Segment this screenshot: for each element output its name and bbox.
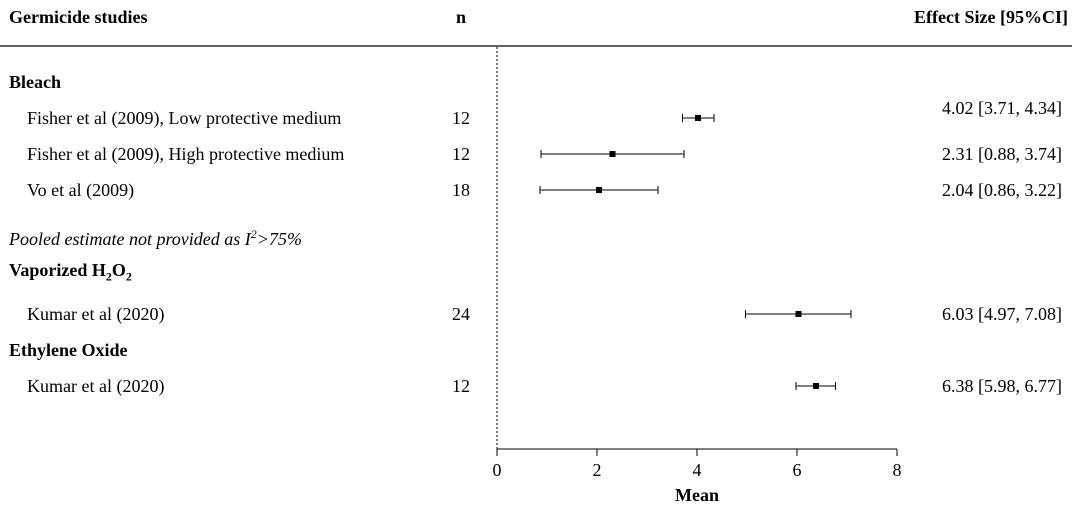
x-tick-label: 0 <box>493 460 502 480</box>
n-column-header: n <box>456 7 467 27</box>
study-estimate <box>540 150 685 158</box>
study-label: Fisher et al (2009), High protective med… <box>27 144 345 164</box>
group-label-ethylene-oxide: Ethylene Oxide <box>9 340 128 360</box>
study-estimate <box>745 310 852 318</box>
study-effect-text: 4.02 [3.71, 4.34] <box>942 98 1062 118</box>
study-effect-text: 6.38 [5.98, 6.77] <box>942 376 1062 396</box>
x-axis-label: Mean <box>675 485 719 505</box>
study-label: Fisher et al (2009), Low protective medi… <box>27 108 342 128</box>
study-label: Kumar et al (2020) <box>27 376 165 396</box>
x-tick-label: 2 <box>593 460 602 480</box>
study-n: 12 <box>452 108 470 128</box>
study-estimate <box>539 186 659 194</box>
study-n: 18 <box>452 180 470 200</box>
group-label-vaporized-h2o2: Vaporized H2O2 <box>9 260 132 284</box>
study-effect-text: 6.03 [4.97, 7.08] <box>942 304 1062 324</box>
study-n: 12 <box>452 144 470 164</box>
point-estimate <box>596 187 602 193</box>
study-n: 12 <box>452 376 470 396</box>
study-effect-text: 2.31 [0.88, 3.74] <box>942 144 1062 164</box>
x-tick-label: 8 <box>893 460 902 480</box>
pooled-note: Pooled estimate not provided as I2>75% <box>9 227 302 249</box>
point-estimate <box>609 151 616 157</box>
study-n: 24 <box>452 304 470 324</box>
group-label-bleach: Bleach <box>9 72 61 92</box>
study-estimate <box>682 114 715 122</box>
study-label: Kumar et al (2020) <box>27 304 165 324</box>
studies-column-header: Germicide studies <box>9 7 148 27</box>
study-estimate <box>795 382 836 390</box>
point-estimate <box>695 115 701 121</box>
study-effect-text: 2.04 [0.86, 3.22] <box>942 180 1062 200</box>
effect-column-header: Effect Size [95%CI] <box>914 7 1068 27</box>
x-tick-label: 6 <box>793 460 802 480</box>
study-label: Vo et al (2009) <box>27 180 135 200</box>
x-tick-label: 4 <box>693 460 702 480</box>
point-estimate <box>813 383 819 389</box>
point-estimate <box>795 311 802 317</box>
